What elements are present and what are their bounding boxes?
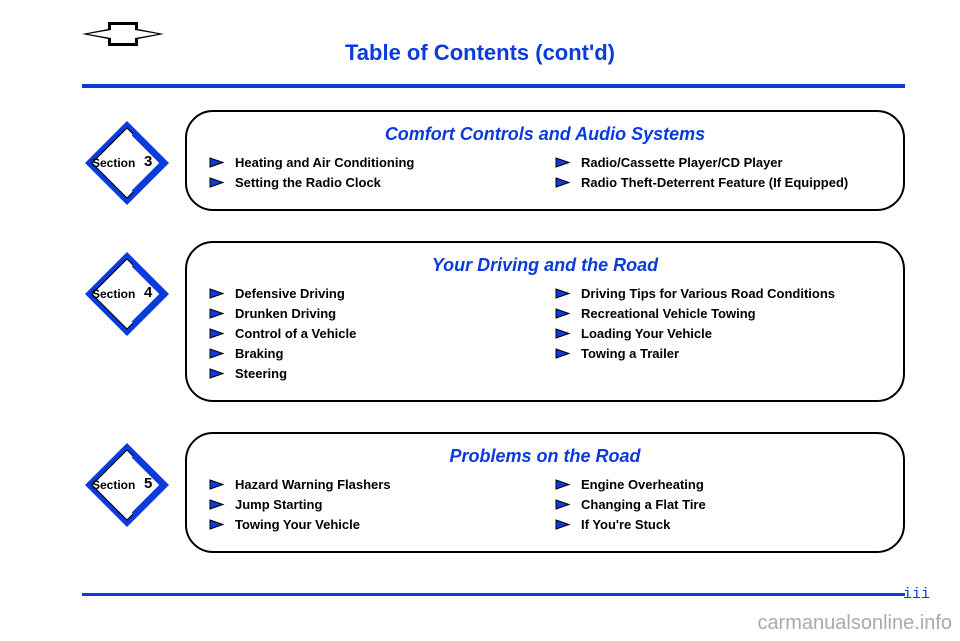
badge-number: 4 bbox=[144, 284, 152, 301]
section-card: Problems on the Road Hazard Warning Flas… bbox=[185, 432, 905, 553]
play-icon bbox=[209, 479, 225, 490]
toc-item[interactable]: Towing Your Vehicle bbox=[209, 517, 535, 532]
badge-label: Section bbox=[92, 156, 135, 170]
section-title: Problems on the Road bbox=[209, 446, 881, 467]
item-label: Steering bbox=[235, 366, 287, 381]
toc-item[interactable]: Radio Theft-Deterrent Feature (If Equipp… bbox=[555, 175, 881, 190]
section-row: Section 4 Your Driving and the Road Defe… bbox=[82, 241, 905, 402]
item-label: If You're Stuck bbox=[581, 517, 670, 532]
item-label: Jump Starting bbox=[235, 497, 322, 512]
play-icon bbox=[555, 348, 571, 359]
play-icon bbox=[209, 368, 225, 379]
play-icon bbox=[209, 328, 225, 339]
toc-item[interactable]: Defensive Driving bbox=[209, 286, 535, 301]
item-label: Setting the Radio Clock bbox=[235, 175, 381, 190]
play-icon bbox=[555, 308, 571, 319]
toc-item[interactable]: Changing a Flat Tire bbox=[555, 497, 881, 512]
play-icon bbox=[209, 348, 225, 359]
right-column: Radio/Cassette Player/CD Player Radio Th… bbox=[555, 155, 881, 195]
section-row: Section 3 Comfort Controls and Audio Sys… bbox=[82, 110, 905, 211]
play-icon bbox=[555, 519, 571, 530]
play-icon bbox=[209, 499, 225, 510]
item-label: Heating and Air Conditioning bbox=[235, 155, 414, 170]
play-icon bbox=[209, 519, 225, 530]
left-column: Defensive Driving Drunken Driving Contro… bbox=[209, 286, 535, 386]
item-label: Defensive Driving bbox=[235, 286, 345, 301]
right-column: Engine Overheating Changing a Flat Tire … bbox=[555, 477, 881, 537]
watermark: carmanualsonline.info bbox=[757, 612, 952, 635]
toc-item[interactable]: Driving Tips for Various Road Conditions bbox=[555, 286, 881, 301]
item-label: Radio Theft-Deterrent Feature (If Equipp… bbox=[581, 175, 848, 190]
item-label: Driving Tips for Various Road Conditions bbox=[581, 286, 835, 301]
section-card: Your Driving and the Road Defensive Driv… bbox=[185, 241, 905, 402]
toc-item[interactable]: Drunken Driving bbox=[209, 306, 535, 321]
page-title: Table of Contents (cont'd) bbox=[0, 40, 960, 66]
sections: Section 3 Comfort Controls and Audio Sys… bbox=[82, 110, 905, 583]
toc-item[interactable]: Heating and Air Conditioning bbox=[209, 155, 535, 170]
play-icon bbox=[555, 479, 571, 490]
play-icon bbox=[209, 308, 225, 319]
section-title: Your Driving and the Road bbox=[209, 255, 881, 276]
item-label: Towing Your Vehicle bbox=[235, 517, 360, 532]
play-icon bbox=[555, 288, 571, 299]
play-icon bbox=[209, 288, 225, 299]
badge-number: 3 bbox=[144, 153, 152, 170]
play-icon bbox=[555, 177, 571, 188]
toc-item[interactable]: Loading Your Vehicle bbox=[555, 326, 881, 341]
page-number: iii bbox=[903, 586, 930, 603]
toc-item[interactable]: Setting the Radio Clock bbox=[209, 175, 535, 190]
toc-item[interactable]: Towing a Trailer bbox=[555, 346, 881, 361]
section-row: Section 5 Problems on the Road Hazard Wa… bbox=[82, 432, 905, 553]
toc-item[interactable]: Steering bbox=[209, 366, 535, 381]
section-badge: Section 4 bbox=[82, 249, 177, 339]
section-card: Comfort Controls and Audio Systems Heati… bbox=[185, 110, 905, 211]
left-column: Heating and Air Conditioning Setting the… bbox=[209, 155, 535, 195]
toc-item[interactable]: Control of a Vehicle bbox=[209, 326, 535, 341]
title-rule bbox=[82, 84, 905, 88]
section-badge: Section 3 bbox=[82, 118, 177, 208]
toc-item[interactable]: Jump Starting bbox=[209, 497, 535, 512]
toc-item[interactable]: If You're Stuck bbox=[555, 517, 881, 532]
toc-item[interactable]: Hazard Warning Flashers bbox=[209, 477, 535, 492]
play-icon bbox=[555, 157, 571, 168]
item-label: Braking bbox=[235, 346, 283, 361]
play-icon bbox=[209, 157, 225, 168]
item-label: Loading Your Vehicle bbox=[581, 326, 712, 341]
badge-label: Section bbox=[92, 478, 135, 492]
play-icon bbox=[555, 499, 571, 510]
section-title: Comfort Controls and Audio Systems bbox=[209, 124, 881, 145]
item-label: Recreational Vehicle Towing bbox=[581, 306, 756, 321]
badge-number: 5 bbox=[144, 475, 152, 492]
item-label: Drunken Driving bbox=[235, 306, 336, 321]
toc-item[interactable]: Braking bbox=[209, 346, 535, 361]
item-label: Radio/Cassette Player/CD Player bbox=[581, 155, 783, 170]
toc-item[interactable]: Radio/Cassette Player/CD Player bbox=[555, 155, 881, 170]
section-badge: Section 5 bbox=[82, 440, 177, 530]
bottom-rule bbox=[82, 593, 905, 596]
toc-item[interactable]: Engine Overheating bbox=[555, 477, 881, 492]
item-label: Hazard Warning Flashers bbox=[235, 477, 391, 492]
item-label: Control of a Vehicle bbox=[235, 326, 356, 341]
left-column: Hazard Warning Flashers Jump Starting To… bbox=[209, 477, 535, 537]
badge-label: Section bbox=[92, 287, 135, 301]
right-column: Driving Tips for Various Road Conditions… bbox=[555, 286, 881, 386]
play-icon bbox=[555, 328, 571, 339]
item-label: Engine Overheating bbox=[581, 477, 704, 492]
toc-item[interactable]: Recreational Vehicle Towing bbox=[555, 306, 881, 321]
item-label: Changing a Flat Tire bbox=[581, 497, 706, 512]
item-label: Towing a Trailer bbox=[581, 346, 679, 361]
play-icon bbox=[209, 177, 225, 188]
